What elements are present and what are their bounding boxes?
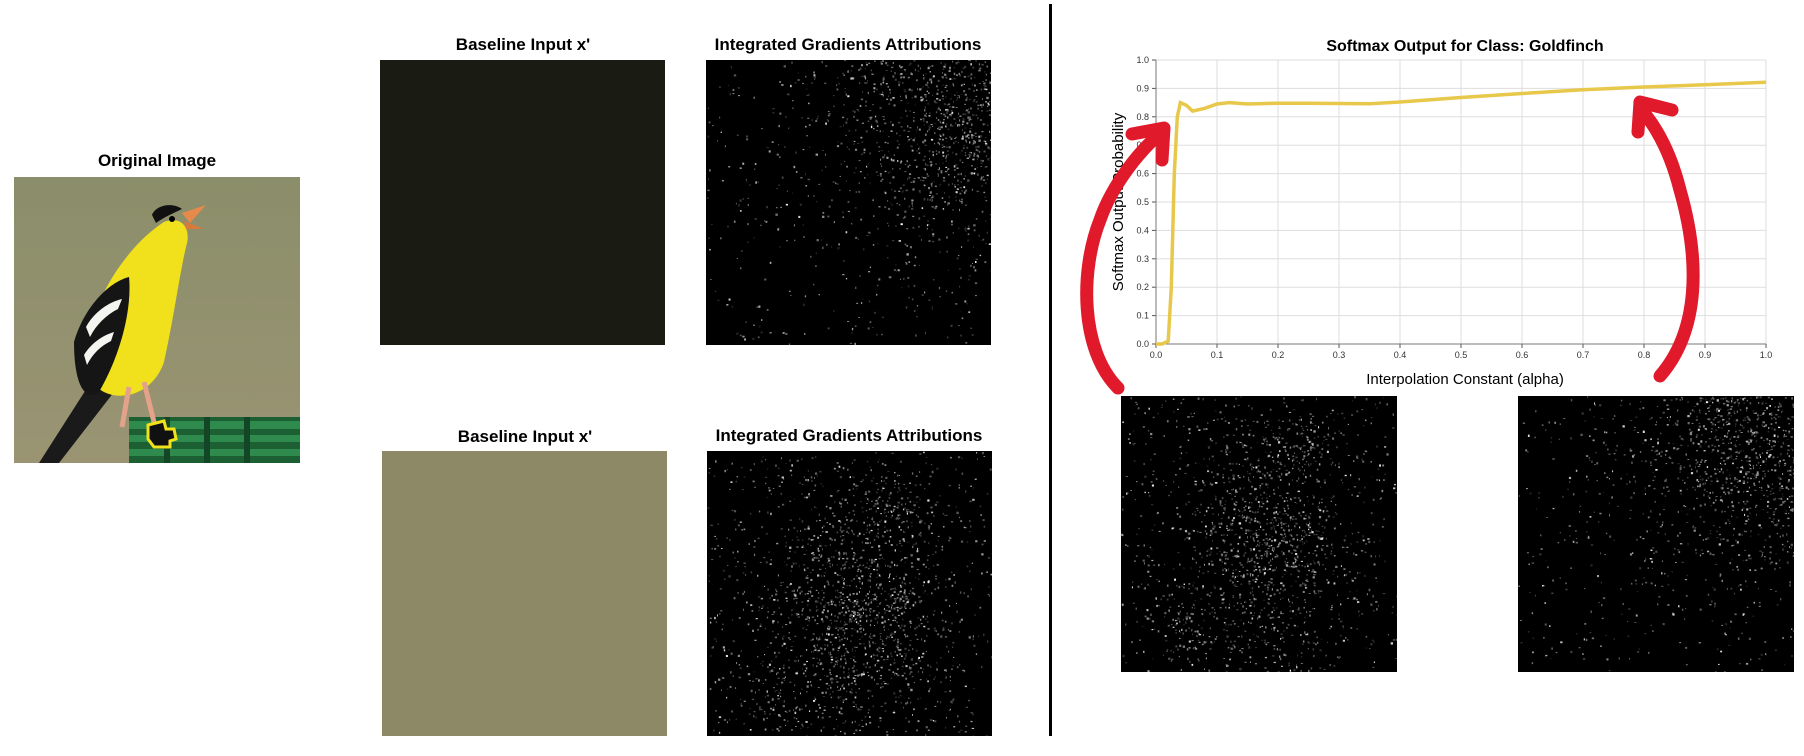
attribution-image-high-alpha bbox=[1518, 396, 1794, 672]
x-tick-label: 0.3 bbox=[1333, 350, 1346, 360]
y-tick-label: 0.6 bbox=[1136, 169, 1149, 179]
x-tick-label: 1.0 bbox=[1760, 350, 1773, 360]
y-tick-label: 1.0 bbox=[1136, 55, 1149, 65]
y-tick-label: 0.4 bbox=[1136, 225, 1149, 235]
y-tick-label: 0.8 bbox=[1136, 112, 1149, 122]
chart-title: Softmax Output for Class: Goldfinch bbox=[1326, 38, 1603, 55]
row2-ig-title: Integrated Gradients Attributions bbox=[715, 426, 983, 445]
bird-eye bbox=[169, 216, 175, 222]
row2-ig-attribution-image bbox=[707, 451, 992, 736]
x-tick-label: 0.7 bbox=[1577, 350, 1590, 360]
y-tick-label: 0.3 bbox=[1136, 254, 1149, 264]
row2-baseline-image bbox=[382, 451, 667, 736]
softmax-curve bbox=[1156, 80, 1767, 346]
x-tick-label: 0.4 bbox=[1394, 350, 1407, 360]
y-tick-label: 0.1 bbox=[1136, 311, 1149, 321]
x-tick-label: 0.5 bbox=[1455, 350, 1468, 360]
bird-tail bbox=[39, 377, 114, 463]
x-tick-label: 0.0 bbox=[1150, 350, 1163, 360]
highlight-region bbox=[146, 419, 178, 449]
x-tick-label: 0.8 bbox=[1638, 350, 1651, 360]
attribution-image-low-alpha bbox=[1121, 396, 1397, 672]
y-tick-label: 0.0 bbox=[1136, 339, 1149, 349]
left-arrowhead bbox=[1125, 121, 1171, 167]
goldfinch-photo bbox=[14, 177, 300, 463]
x-axis-label: Interpolation Constant (alpha) bbox=[1366, 371, 1564, 388]
x-tick-label: 0.1 bbox=[1211, 350, 1224, 360]
y-tick-label: 0.9 bbox=[1136, 83, 1149, 93]
left-arrow bbox=[1080, 125, 1169, 395]
y-tick-label: 0.5 bbox=[1136, 197, 1149, 207]
y-tick-label: 0.2 bbox=[1136, 282, 1149, 292]
x-tick-label: 0.2 bbox=[1272, 350, 1285, 360]
row1-ig-title: Integrated Gradients Attributions bbox=[714, 35, 982, 54]
y-axis-label: Softmax Output Probability bbox=[1110, 112, 1127, 291]
x-tick-label: 0.6 bbox=[1516, 350, 1529, 360]
row1-baseline-title: Baseline Input x' bbox=[455, 35, 591, 54]
bird-beak bbox=[182, 205, 206, 223]
right-arrowhead bbox=[1631, 95, 1679, 139]
vertical-divider bbox=[1049, 4, 1052, 736]
original-image bbox=[14, 177, 300, 463]
row1-baseline-image bbox=[380, 60, 665, 345]
right-arrow bbox=[1633, 101, 1700, 383]
row2-baseline-title: Baseline Input x' bbox=[457, 427, 593, 446]
row1-ig-attribution-image bbox=[706, 60, 991, 345]
original-image-title: Original Image bbox=[97, 151, 217, 170]
x-tick-label: 0.9 bbox=[1699, 350, 1712, 360]
